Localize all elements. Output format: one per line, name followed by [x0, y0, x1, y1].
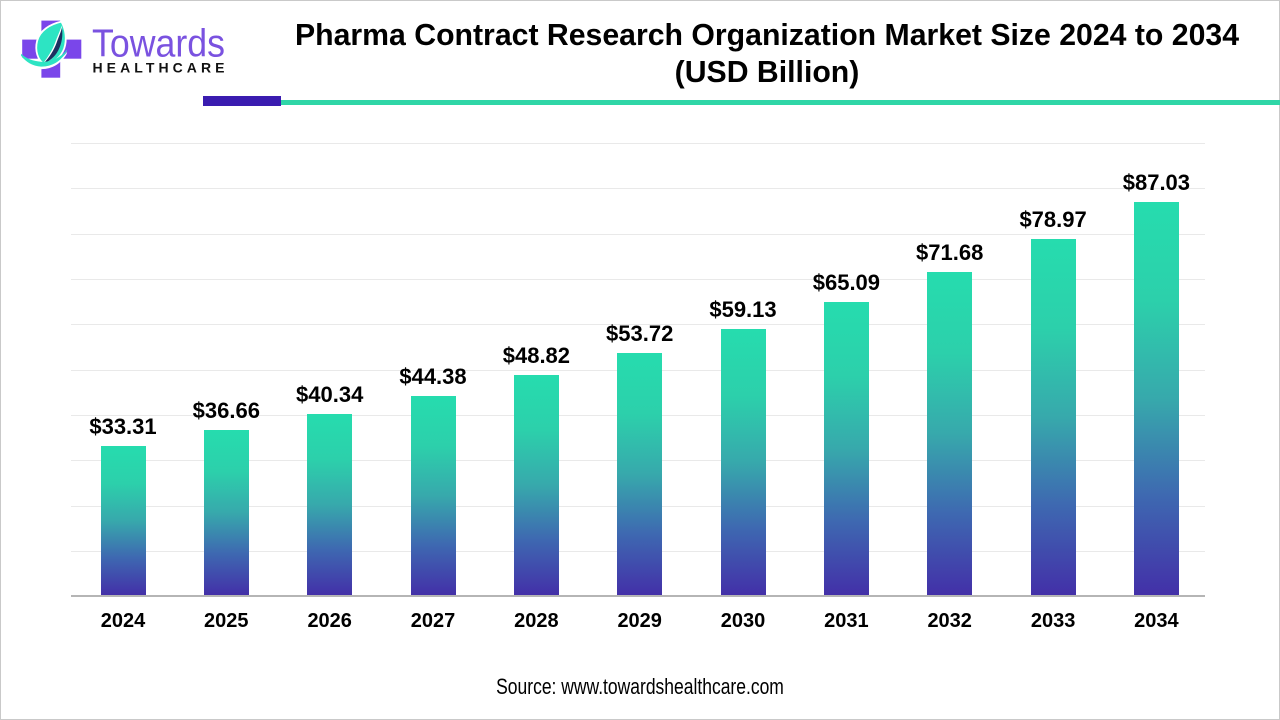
svg-text:HEALTHCARE: HEALTHCARE — [93, 60, 225, 76]
svg-text:Towards: Towards — [92, 23, 225, 66]
